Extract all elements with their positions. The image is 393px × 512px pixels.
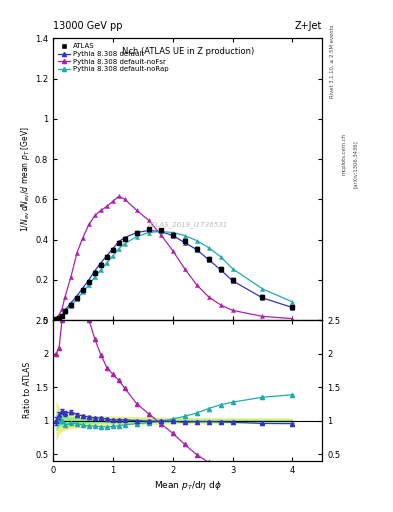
Text: 13000 GeV pp: 13000 GeV pp (53, 22, 123, 31)
Text: mcplots.cern.ch: mcplots.cern.ch (342, 133, 346, 175)
Text: Z+Jet: Z+Jet (295, 22, 322, 31)
X-axis label: Mean $p_T$/d$\eta$ d$\phi$: Mean $p_T$/d$\eta$ d$\phi$ (154, 479, 222, 492)
Text: [arXiv:1306.3436]: [arXiv:1306.3436] (353, 140, 358, 188)
Y-axis label: Ratio to ATLAS: Ratio to ATLAS (23, 362, 32, 418)
Text: Nch (ATLAS UE in Z production): Nch (ATLAS UE in Z production) (121, 47, 254, 56)
Legend: ATLAS, Pythia 8.308 default, Pythia 8.308 default-noFsr, Pythia 8.308 default-no: ATLAS, Pythia 8.308 default, Pythia 8.30… (57, 42, 170, 74)
Y-axis label: $1/N_{ev}\,dN_{ev}/d$ mean $p_T$ [GeV]: $1/N_{ev}\,dN_{ev}/d$ mean $p_T$ [GeV] (19, 126, 32, 232)
Text: ATLAS_2019_I1736531: ATLAS_2019_I1736531 (147, 221, 228, 228)
Text: Rivet 3.1.10, ≥ 2.5M events: Rivet 3.1.10, ≥ 2.5M events (330, 25, 334, 98)
